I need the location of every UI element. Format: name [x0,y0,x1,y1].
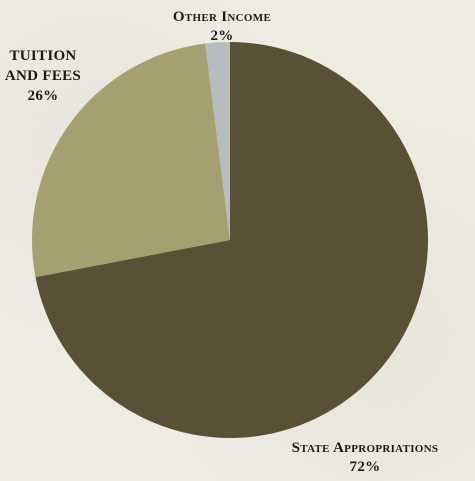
pie-slice-other-income [205,41,230,240]
label-tuition-value: 26% [28,88,59,104]
label-tuition-name-line2: and fees [5,68,81,84]
pie-slice-state-appropriations [35,42,429,439]
label-other-income-name: Other Income [173,9,271,25]
label-other-income-value: 2% [210,28,233,44]
label-tuition-and-fees: Tuition and fees 26% [5,48,81,104]
label-state-appropriations-value: 72% [350,459,381,475]
pie-slices [32,41,429,439]
label-state-appropriations-name: State Appropriations [292,440,439,456]
label-other-income: Other Income 2% [173,9,271,44]
pie-slice-tuition-and-fees [32,43,230,278]
label-tuition-name-line1: Tuition [9,48,76,64]
label-state-appropriations: State Appropriations 72% [292,440,439,475]
